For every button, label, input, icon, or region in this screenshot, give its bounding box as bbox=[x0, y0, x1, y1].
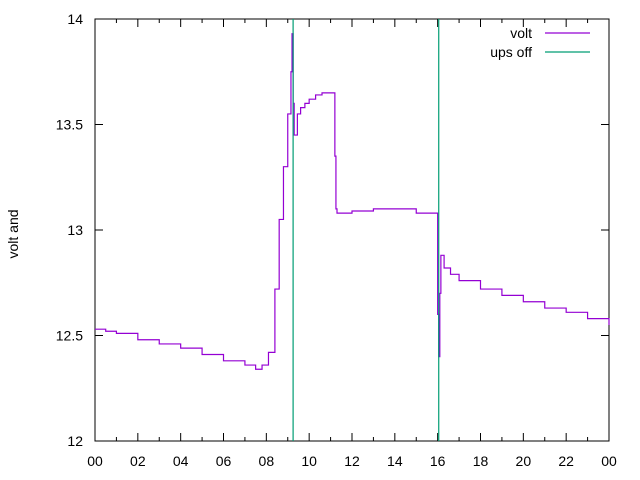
series-volt-line bbox=[95, 33, 610, 370]
x-tick-label: 00 bbox=[601, 453, 617, 469]
legend-label: ups off bbox=[490, 44, 532, 60]
legend-label: volt bbox=[510, 25, 532, 41]
x-tick-label: 06 bbox=[216, 453, 232, 469]
x-tick-label: 16 bbox=[430, 453, 446, 469]
x-tick-label: 08 bbox=[259, 453, 275, 469]
axis-ticks bbox=[94, 18, 610, 442]
x-tick-label: 00 bbox=[87, 453, 103, 469]
legend: volt ups off bbox=[490, 25, 590, 60]
x-tick-label: 12 bbox=[344, 453, 360, 469]
y-tick-label: 12 bbox=[67, 433, 83, 449]
x-tick-label: 02 bbox=[130, 453, 146, 469]
x-tick-label: 22 bbox=[558, 453, 574, 469]
plot-frame bbox=[94, 18, 610, 442]
series-layer bbox=[95, 19, 610, 441]
x-tick-label: 20 bbox=[516, 453, 532, 469]
x-tick-label: 10 bbox=[301, 453, 317, 469]
y-tick-label: 14 bbox=[67, 11, 83, 27]
x-tick-label: 04 bbox=[173, 453, 189, 469]
y-tick-label: 12.5 bbox=[56, 328, 83, 344]
y-axis-title: volt and bbox=[5, 209, 21, 258]
x-tick-label: 18 bbox=[473, 453, 489, 469]
y-tick-label: 13.5 bbox=[56, 117, 83, 133]
x-tick-label: 14 bbox=[387, 453, 403, 469]
y-tick-label: 13 bbox=[67, 222, 83, 238]
